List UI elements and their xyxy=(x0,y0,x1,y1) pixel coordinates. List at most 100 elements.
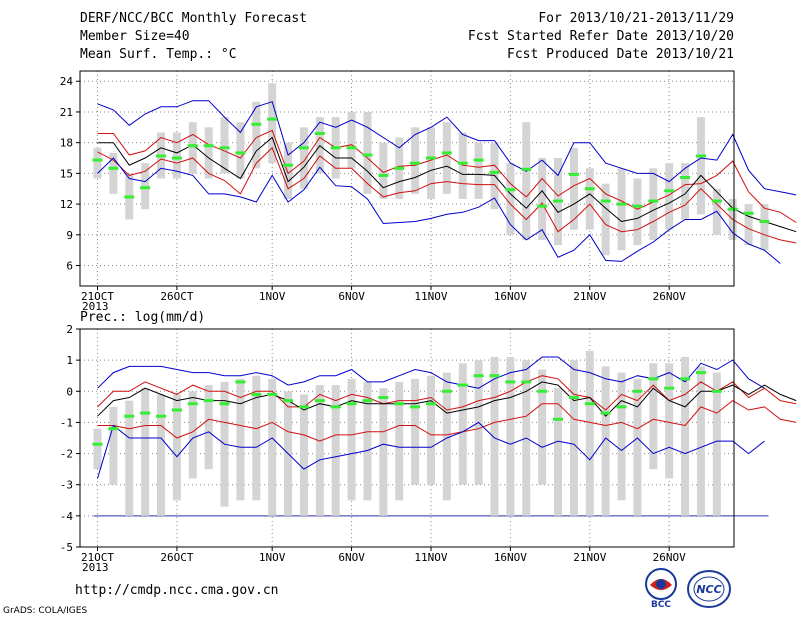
observation-marker xyxy=(203,144,214,148)
x-tick-label: 11NOV xyxy=(414,551,447,564)
observation-marker xyxy=(235,151,246,155)
y-tick-label: 18 xyxy=(60,137,73,150)
observation-marker xyxy=(473,158,484,162)
spread-box xyxy=(252,375,261,501)
spread-box xyxy=(204,127,213,179)
spread-box xyxy=(442,122,451,194)
spread-box xyxy=(569,147,578,230)
spread-box xyxy=(744,204,753,246)
x-tick-label: 1NOV xyxy=(259,290,286,303)
observation-marker xyxy=(410,161,421,165)
spread-box xyxy=(268,378,277,516)
spread-box xyxy=(506,357,515,516)
spread-box xyxy=(585,350,594,516)
observation-marker xyxy=(553,199,564,203)
spread-box xyxy=(585,168,594,230)
observation-marker xyxy=(156,414,167,418)
observation-marker xyxy=(457,383,468,387)
observation-marker xyxy=(537,389,548,393)
lower_spread-line xyxy=(97,146,797,244)
spread-box xyxy=(315,385,324,516)
observation-marker xyxy=(632,389,643,393)
observation-marker xyxy=(330,405,341,409)
observation-marker xyxy=(489,170,500,174)
lower_spread-line xyxy=(97,399,797,442)
x-tick-label: 21NOV xyxy=(573,551,606,564)
x-year-label: 2013 xyxy=(82,561,109,574)
y-tick-label: -5 xyxy=(60,541,73,554)
observation-marker xyxy=(92,158,103,162)
spread-box xyxy=(268,83,277,164)
precipitation-panel: -5 -4 -3 -2 -1 0 1 2 21OCT 26OCT 1NOV 6NOV 11NOV 16NO… xyxy=(60,323,797,574)
spread-box xyxy=(411,127,420,194)
spread-box xyxy=(363,381,372,501)
observation-marker xyxy=(378,173,389,177)
upper-line xyxy=(97,100,797,196)
y-tick-label: 0 xyxy=(66,385,73,398)
spread-box xyxy=(395,381,404,501)
observation-marker xyxy=(283,163,294,167)
x-tick-label: 21OCT xyxy=(81,551,114,564)
observation-marker xyxy=(537,204,548,208)
observation-marker xyxy=(298,146,309,150)
precip-label: Prec.: log(mm/d) xyxy=(80,310,206,325)
spread-box xyxy=(172,132,181,179)
observation-marker xyxy=(378,396,389,400)
x-tick-label: 16NOV xyxy=(494,290,527,303)
y-tick-label: -4 xyxy=(60,510,74,523)
x-tick-label: 26OCT xyxy=(160,290,193,303)
observation-marker xyxy=(568,396,579,400)
mean-line xyxy=(97,381,797,417)
spread-box xyxy=(141,388,150,516)
observation-marker xyxy=(680,175,691,179)
observation-marker xyxy=(425,156,436,160)
spread-box xyxy=(236,378,245,501)
observation-marker xyxy=(505,380,516,384)
observation-marker xyxy=(632,204,643,208)
observation-marker xyxy=(584,187,595,191)
x-tick-label: 1NOV xyxy=(259,551,286,564)
observation-marker xyxy=(171,408,182,412)
spread-box xyxy=(681,357,690,516)
spread-box xyxy=(569,360,578,516)
observation-marker xyxy=(711,199,722,203)
spread-box xyxy=(125,400,134,516)
y-tick-label: -1 xyxy=(60,416,73,429)
spread-box xyxy=(442,372,451,501)
observation-marker xyxy=(124,414,135,418)
observation-marker xyxy=(727,207,738,211)
observation-marker xyxy=(600,199,611,203)
y-tick-label: 12 xyxy=(60,198,73,211)
observation-marker xyxy=(425,402,436,406)
spread-box xyxy=(109,406,118,485)
y-tick-label: 15 xyxy=(60,167,73,180)
fcst-started-date: Fcst Started Refer Date 2013/10/20 xyxy=(467,29,734,44)
x-tick-label: 16NOV xyxy=(494,551,527,564)
observation-marker xyxy=(711,389,722,393)
observation-marker xyxy=(156,154,167,158)
upper_spread-line xyxy=(97,375,797,411)
observation-marker xyxy=(457,161,468,165)
spread-box xyxy=(538,369,547,485)
observation-marker xyxy=(108,427,119,431)
y-tick-label: 21 xyxy=(60,106,73,119)
observation-marker xyxy=(680,377,691,381)
observation-marker xyxy=(346,146,357,150)
spread-box xyxy=(617,168,626,251)
observation-marker xyxy=(187,402,198,406)
y-tick-label: 6 xyxy=(66,260,73,273)
spread-box xyxy=(220,117,229,174)
observation-marker xyxy=(346,402,357,406)
observation-marker xyxy=(505,188,516,192)
observation-marker xyxy=(124,195,135,199)
observation-marker xyxy=(140,186,151,190)
spread-box xyxy=(411,378,420,485)
source-url[interactable]: http://cmdp.ncc.cma.gov.cn xyxy=(75,583,279,598)
observation-marker xyxy=(219,146,230,150)
observation-marker xyxy=(568,172,579,176)
temperature-panel: 6 9 12 15 18 21 24 21OCT 26OCT 1NOV 6NOV 11NOV 16NOV… xyxy=(60,70,797,313)
observation-marker xyxy=(521,380,532,384)
observation-marker xyxy=(410,405,421,409)
observation-marker xyxy=(267,392,278,396)
ncc-logo-text: NCC xyxy=(696,583,721,596)
